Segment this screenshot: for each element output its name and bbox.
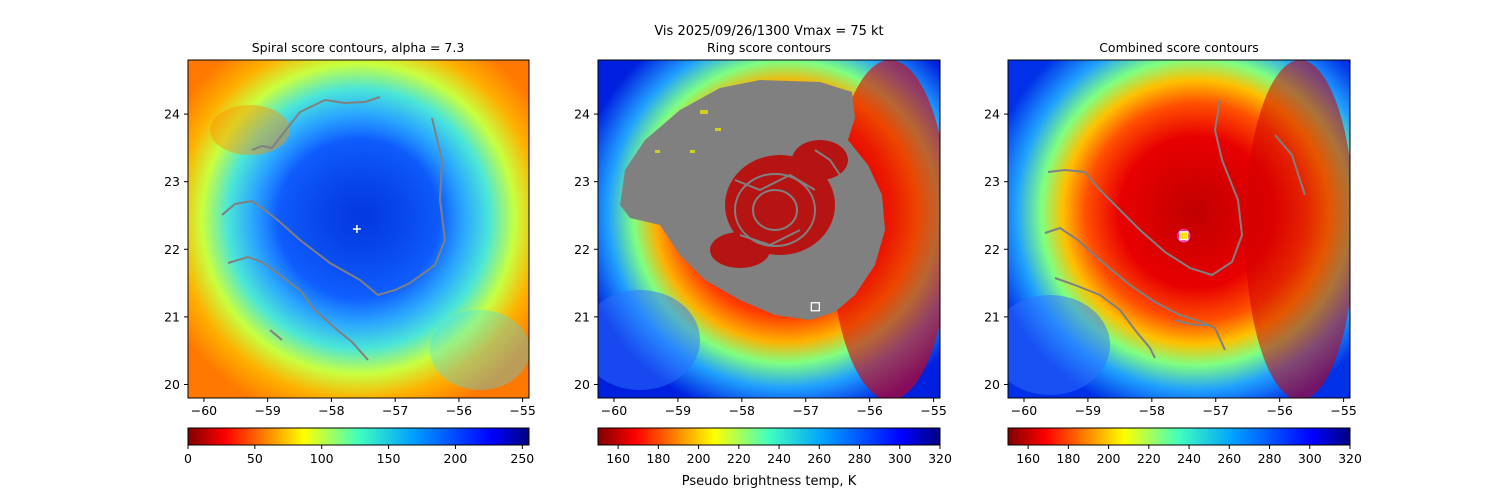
x-tick-label: −60	[601, 403, 627, 418]
x-tick-label: −55	[1330, 403, 1356, 418]
colorbar-tick-label: 180	[646, 451, 670, 466]
axes-frame	[187, 59, 530, 399]
axes-frame	[597, 59, 941, 399]
colorbar-gradient	[187, 427, 530, 446]
colorbar-tick-label: 260	[807, 451, 831, 466]
contour-lines	[221, 96, 447, 361]
colorbar-tick-label: 280	[848, 451, 872, 466]
figure-title: Vis 2025/09/26/1300 Vmax = 75 kt	[654, 24, 883, 39]
x-tick-label: −58	[729, 403, 755, 418]
x-tick-label: −60	[191, 403, 217, 418]
x-tick-label: −56	[1266, 403, 1292, 418]
x-tick-label: −57	[793, 403, 819, 418]
colorbar-tick-label: 160	[606, 451, 630, 466]
x-tick-label: −60	[1011, 403, 1037, 418]
center-marker-circle	[1177, 229, 1191, 243]
x-tick-label: −55	[920, 403, 946, 418]
colorbar-tick-label: 240	[767, 451, 791, 466]
colorbar-tick-label: 260	[1217, 451, 1241, 466]
contour-lines	[1044, 99, 1306, 359]
axes-3: −60 −59 −58 −57 −56 −55 20 21 22 23 24	[984, 59, 1357, 418]
x-tick-label: −55	[509, 403, 535, 418]
colorbar-tick-label: 320	[928, 451, 952, 466]
colorbar-label: Pseudo brightness temp, K	[682, 474, 857, 489]
y-tick-label: 21	[164, 309, 180, 324]
x-tick-label: −56	[446, 403, 472, 418]
colorbar-tick-label: 180	[1056, 451, 1080, 466]
center-marker-square	[1179, 231, 1189, 241]
colorbar-tick-label: 280	[1258, 451, 1282, 466]
colorbar-tick-label: 250	[510, 451, 534, 466]
center-marker-square	[810, 302, 820, 312]
panel-title: Spiral score contours, alpha = 7.3	[252, 40, 465, 55]
colorbar-tick-label: 150	[377, 451, 401, 466]
x-tick-label: −58	[318, 403, 344, 418]
y-tick-label: 21	[574, 309, 590, 324]
center-marker-plus	[352, 225, 361, 233]
panel-ring: Ring score contours	[598, 40, 940, 398]
heatmap-image	[598, 60, 940, 398]
colorbar-tick-label: 200	[687, 451, 711, 466]
x-tick-label: −57	[1203, 403, 1229, 418]
y-tick-label: 23	[984, 174, 1000, 189]
y-tick-label: 24	[574, 107, 590, 122]
heatmap-image	[188, 60, 529, 398]
panel-title: Ring score contours	[707, 40, 831, 55]
colorbar-tick-label: 220	[1137, 451, 1161, 466]
colorbar-tick-label: 220	[727, 451, 751, 466]
colorbar-tick-label: 100	[310, 451, 334, 466]
y-tick-label: 23	[164, 174, 180, 189]
axes-frame	[1007, 59, 1351, 399]
heatmap-image	[1008, 60, 1350, 398]
y-tick-label: 22	[164, 242, 180, 257]
colorbar-1: 0 50 100 150 200 250	[184, 427, 534, 466]
colorbar-tick-label: 160	[1016, 451, 1040, 466]
colorbar-tick-label: 240	[1177, 451, 1201, 466]
y-tick-label: 22	[984, 242, 1000, 257]
y-tick-label: 24	[984, 107, 1000, 122]
colorbar-tick-label: 300	[1298, 451, 1322, 466]
x-tick-label: −58	[1139, 403, 1165, 418]
panel-spiral: Spiral score contours, alpha = 7.3	[188, 40, 529, 398]
colorbar-tick-label: 50	[247, 451, 263, 466]
x-tick-label: −59	[1075, 403, 1101, 418]
axes-1: −60 −59 −58 −57 −56 −55 20 21 22 23 24	[164, 59, 536, 418]
colorbar-tick-label: 200	[1097, 451, 1121, 466]
colorbar-3: 160 180 200 220 240 260 280 300 320	[1007, 427, 1362, 466]
x-tick-label: −57	[382, 403, 408, 418]
colorbar-tick-label: 200	[444, 451, 468, 466]
colorbar-gradient	[597, 427, 941, 446]
panel-title: Combined score contours	[1099, 40, 1259, 55]
panel-combined: Combined score contours	[1008, 40, 1350, 398]
colorbar-tick-label: 0	[184, 451, 192, 466]
colorbar-tick-label: 320	[1338, 451, 1362, 466]
y-tick-label: 22	[574, 242, 590, 257]
y-tick-label: 24	[164, 107, 180, 122]
x-tick-label: −56	[856, 403, 882, 418]
colorbar-gradient	[1007, 427, 1351, 446]
y-tick-label: 23	[574, 174, 590, 189]
colorbar-tick-label: 300	[888, 451, 912, 466]
x-tick-label: −59	[254, 403, 280, 418]
y-tick-label: 21	[984, 309, 1000, 324]
y-tick-label: 20	[984, 377, 1000, 392]
y-tick-label: 20	[574, 377, 590, 392]
axes-2: −60 −59 −58 −57 −56 −55 20 21 22 23 24	[574, 59, 947, 418]
colorbar-2: 160 180 200 220 240 260 280 300 320	[597, 427, 952, 466]
y-tick-label: 20	[164, 377, 180, 392]
x-tick-label: −59	[665, 403, 691, 418]
